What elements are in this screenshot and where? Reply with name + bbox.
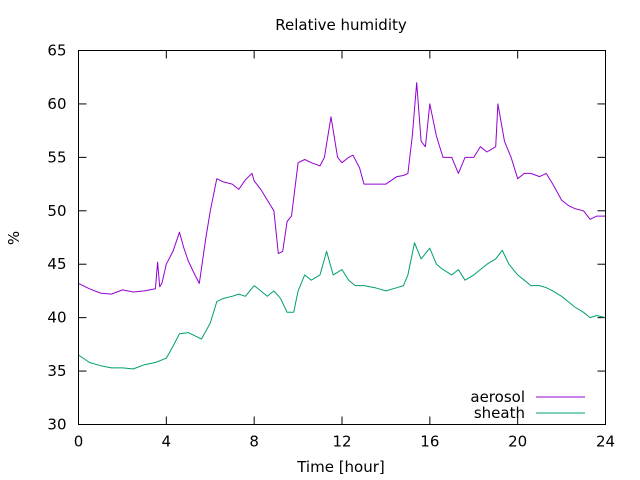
- y-tick-label: 55: [47, 148, 66, 166]
- x-tick-label: 4: [162, 433, 172, 451]
- y-tick-label: 30: [47, 416, 66, 434]
- chart-title: Relative humidity: [275, 16, 407, 34]
- y-tick-label: 45: [47, 255, 66, 273]
- x-tick-label: 16: [420, 433, 439, 451]
- x-tick-label: 12: [332, 433, 351, 451]
- x-tick-label: 24: [596, 433, 615, 451]
- legend-label-sheath: sheath: [474, 404, 525, 422]
- y-tick-label: 40: [47, 309, 66, 327]
- series-line-aerosol: [78, 82, 606, 295]
- y-tick-label: 65: [47, 42, 66, 60]
- x-tick-label: 8: [249, 433, 259, 451]
- y-tick-label: 35: [47, 362, 66, 380]
- plot-frame: [78, 50, 606, 425]
- series-layer: [78, 82, 606, 370]
- x-tick-label: 0: [74, 433, 84, 451]
- legend-label-aerosol: aerosol: [470, 388, 525, 406]
- y-tick-label: 60: [47, 95, 66, 113]
- series-line-sheath: [78, 242, 606, 370]
- y-axis-label: %: [5, 231, 23, 245]
- x-axis-label: Time [hour]: [296, 458, 385, 476]
- axis-ticks: 30 35 40 45 50 55 60 65 0 4 8 12 16 20 24: [47, 42, 615, 451]
- y-tick-label: 50: [47, 202, 66, 220]
- x-tick-label: 20: [508, 433, 527, 451]
